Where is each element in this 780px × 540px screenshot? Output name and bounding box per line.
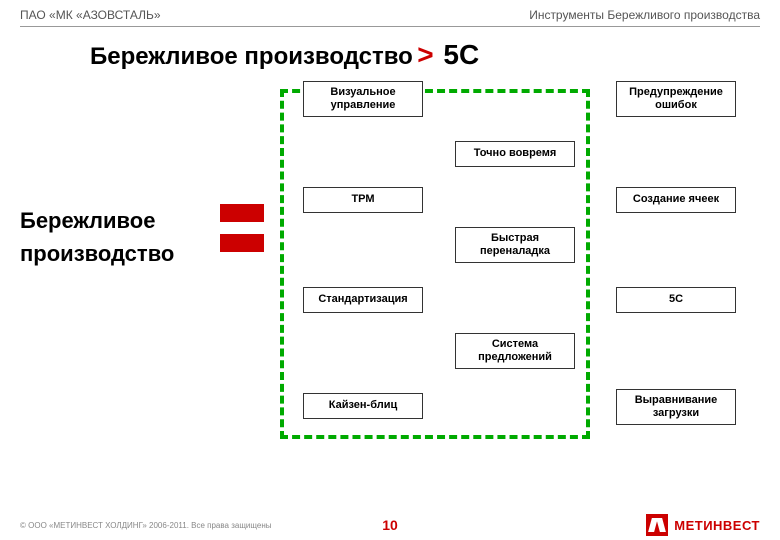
- footer: © ООО «МЕТИНВЕСТ ХОЛДИНГ» 2006-2011. Все…: [0, 510, 780, 540]
- box-5s: 5С: [616, 287, 736, 313]
- lhs-line1: Бережливое: [20, 204, 174, 237]
- box-kaizen: Кайзен-блиц: [303, 393, 423, 419]
- box-suggestions: Система предложений: [455, 333, 575, 369]
- logo-icon: [646, 514, 668, 536]
- box-jit: Точно вовремя: [455, 141, 575, 167]
- box-changeover: Быстрая переналадка: [455, 227, 575, 263]
- box-visual-mgmt: Визуальное управление: [303, 81, 423, 117]
- lhs-label: Бережливое производство: [20, 204, 174, 270]
- box-tpm: ТРМ: [303, 187, 423, 213]
- title-arrow: >: [417, 39, 443, 70]
- logo-text: МЕТИНВЕСТ: [674, 518, 760, 533]
- header-divider: [20, 26, 760, 27]
- copyright: © ООО «МЕТИНВЕСТ ХОЛДИНГ» 2006-2011. Все…: [20, 521, 272, 530]
- equals-icon: [220, 204, 264, 264]
- footer-logo: МЕТИНВЕСТ: [646, 514, 760, 536]
- box-standard: Стандартизация: [303, 287, 423, 313]
- title-main: Бережливое производство: [90, 43, 413, 70]
- lhs-line2: производство: [20, 237, 174, 270]
- diagram-area: Бережливое производство Визуальное управ…: [20, 89, 760, 449]
- box-leveling: Выравнивание загрузки: [616, 389, 736, 425]
- box-error-prevent: Предупреждение ошибок: [616, 81, 736, 117]
- header-left: ПАО «МК «АЗОВСТАЛЬ»: [20, 8, 161, 22]
- page-number: 10: [382, 517, 398, 533]
- box-cells: Создание ячеек: [616, 187, 736, 213]
- header-right: Инструменты Бережливого производства: [529, 8, 760, 22]
- title-right: 5С: [443, 39, 479, 70]
